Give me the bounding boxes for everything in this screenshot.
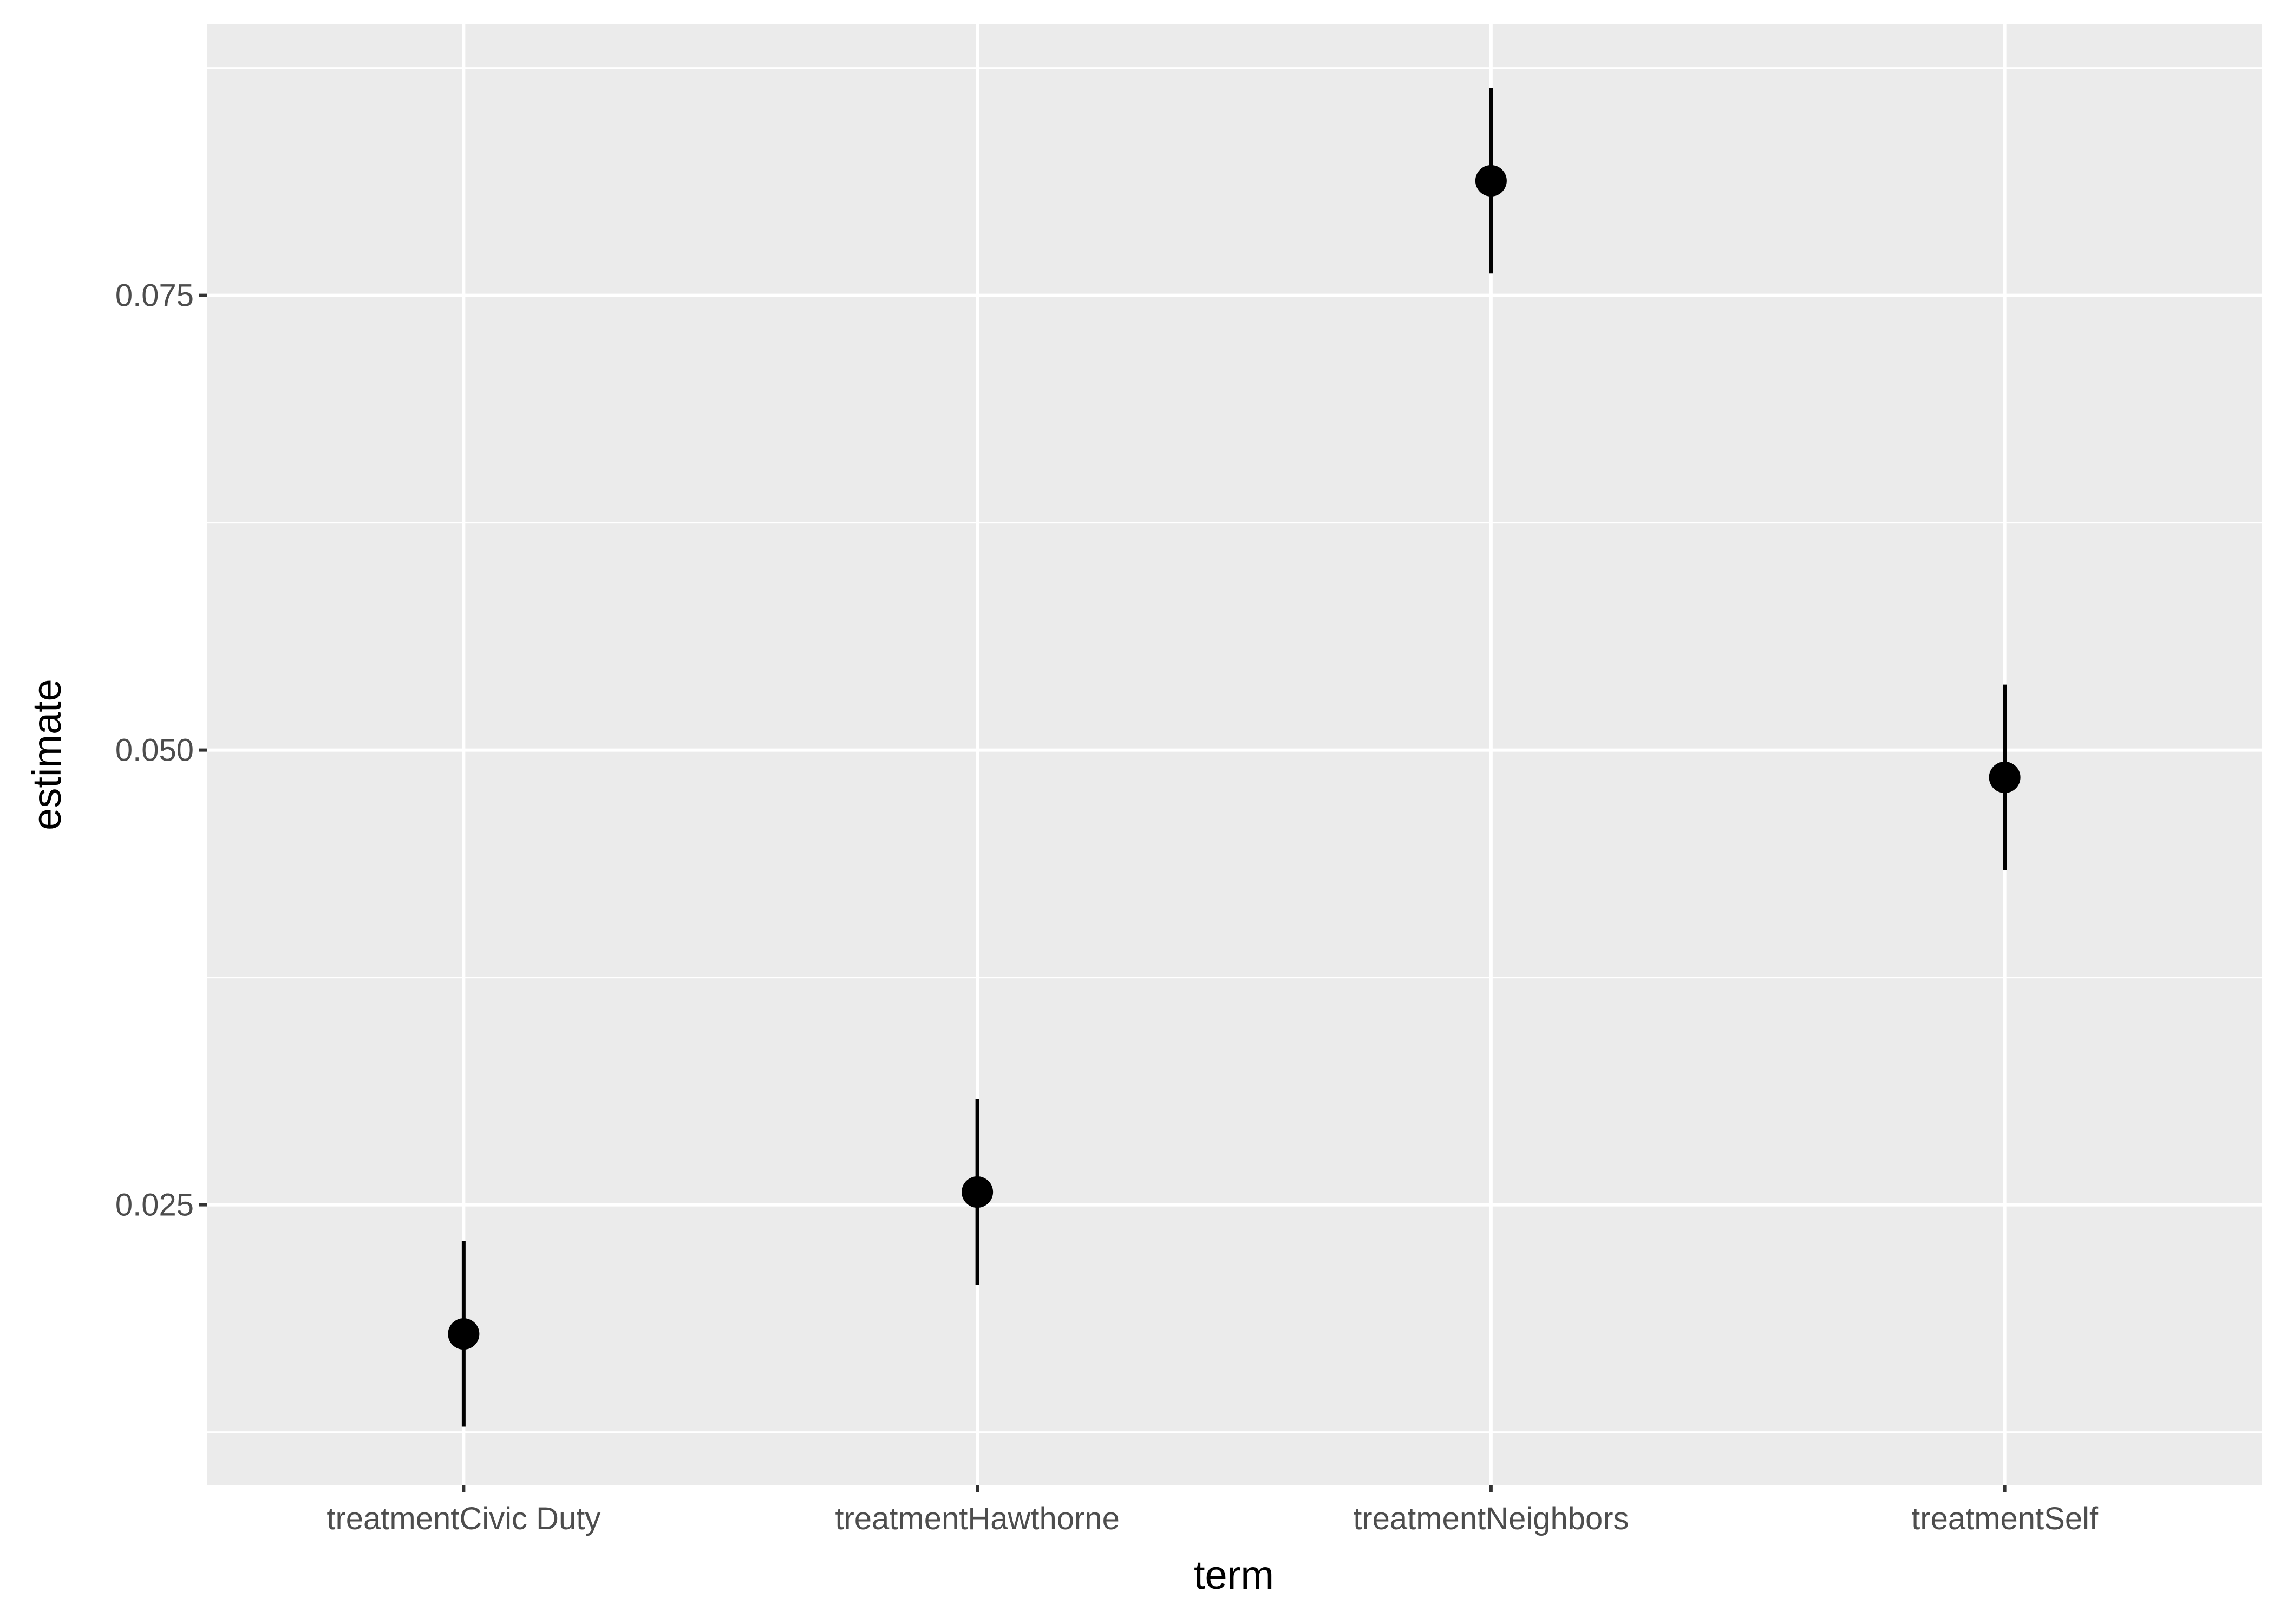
x-tick-label-2: treatmentNeighbors	[1353, 1501, 1629, 1536]
x-tick-label-0: treatmentCivic Duty	[326, 1501, 600, 1536]
point-0	[448, 1318, 480, 1350]
x-tick-label-1: treatmentHawthorne	[835, 1501, 1119, 1536]
y-tick-label-0: 0.025	[115, 1188, 194, 1223]
grid-major	[207, 24, 2262, 1485]
y-tick-label-1: 0.050	[115, 733, 194, 768]
x-tick-label-3: treatmentSelf	[1911, 1501, 2099, 1536]
y-tick-label-2: 0.075	[115, 278, 194, 313]
grid-minor	[207, 67, 2262, 1433]
point-2	[1475, 165, 1507, 197]
plot-panel	[207, 24, 2262, 1485]
y-axis-title: estimate	[24, 679, 69, 830]
points	[448, 165, 2021, 1350]
point-1	[962, 1176, 994, 1208]
y-axis: 0.025 0.050 0.075	[115, 278, 207, 1223]
x-axis: treatmentCivic Duty treatmentHawthorne tre…	[326, 1485, 2099, 1536]
point-3	[1989, 761, 2021, 793]
x-axis-title: term	[1194, 1553, 1274, 1597]
